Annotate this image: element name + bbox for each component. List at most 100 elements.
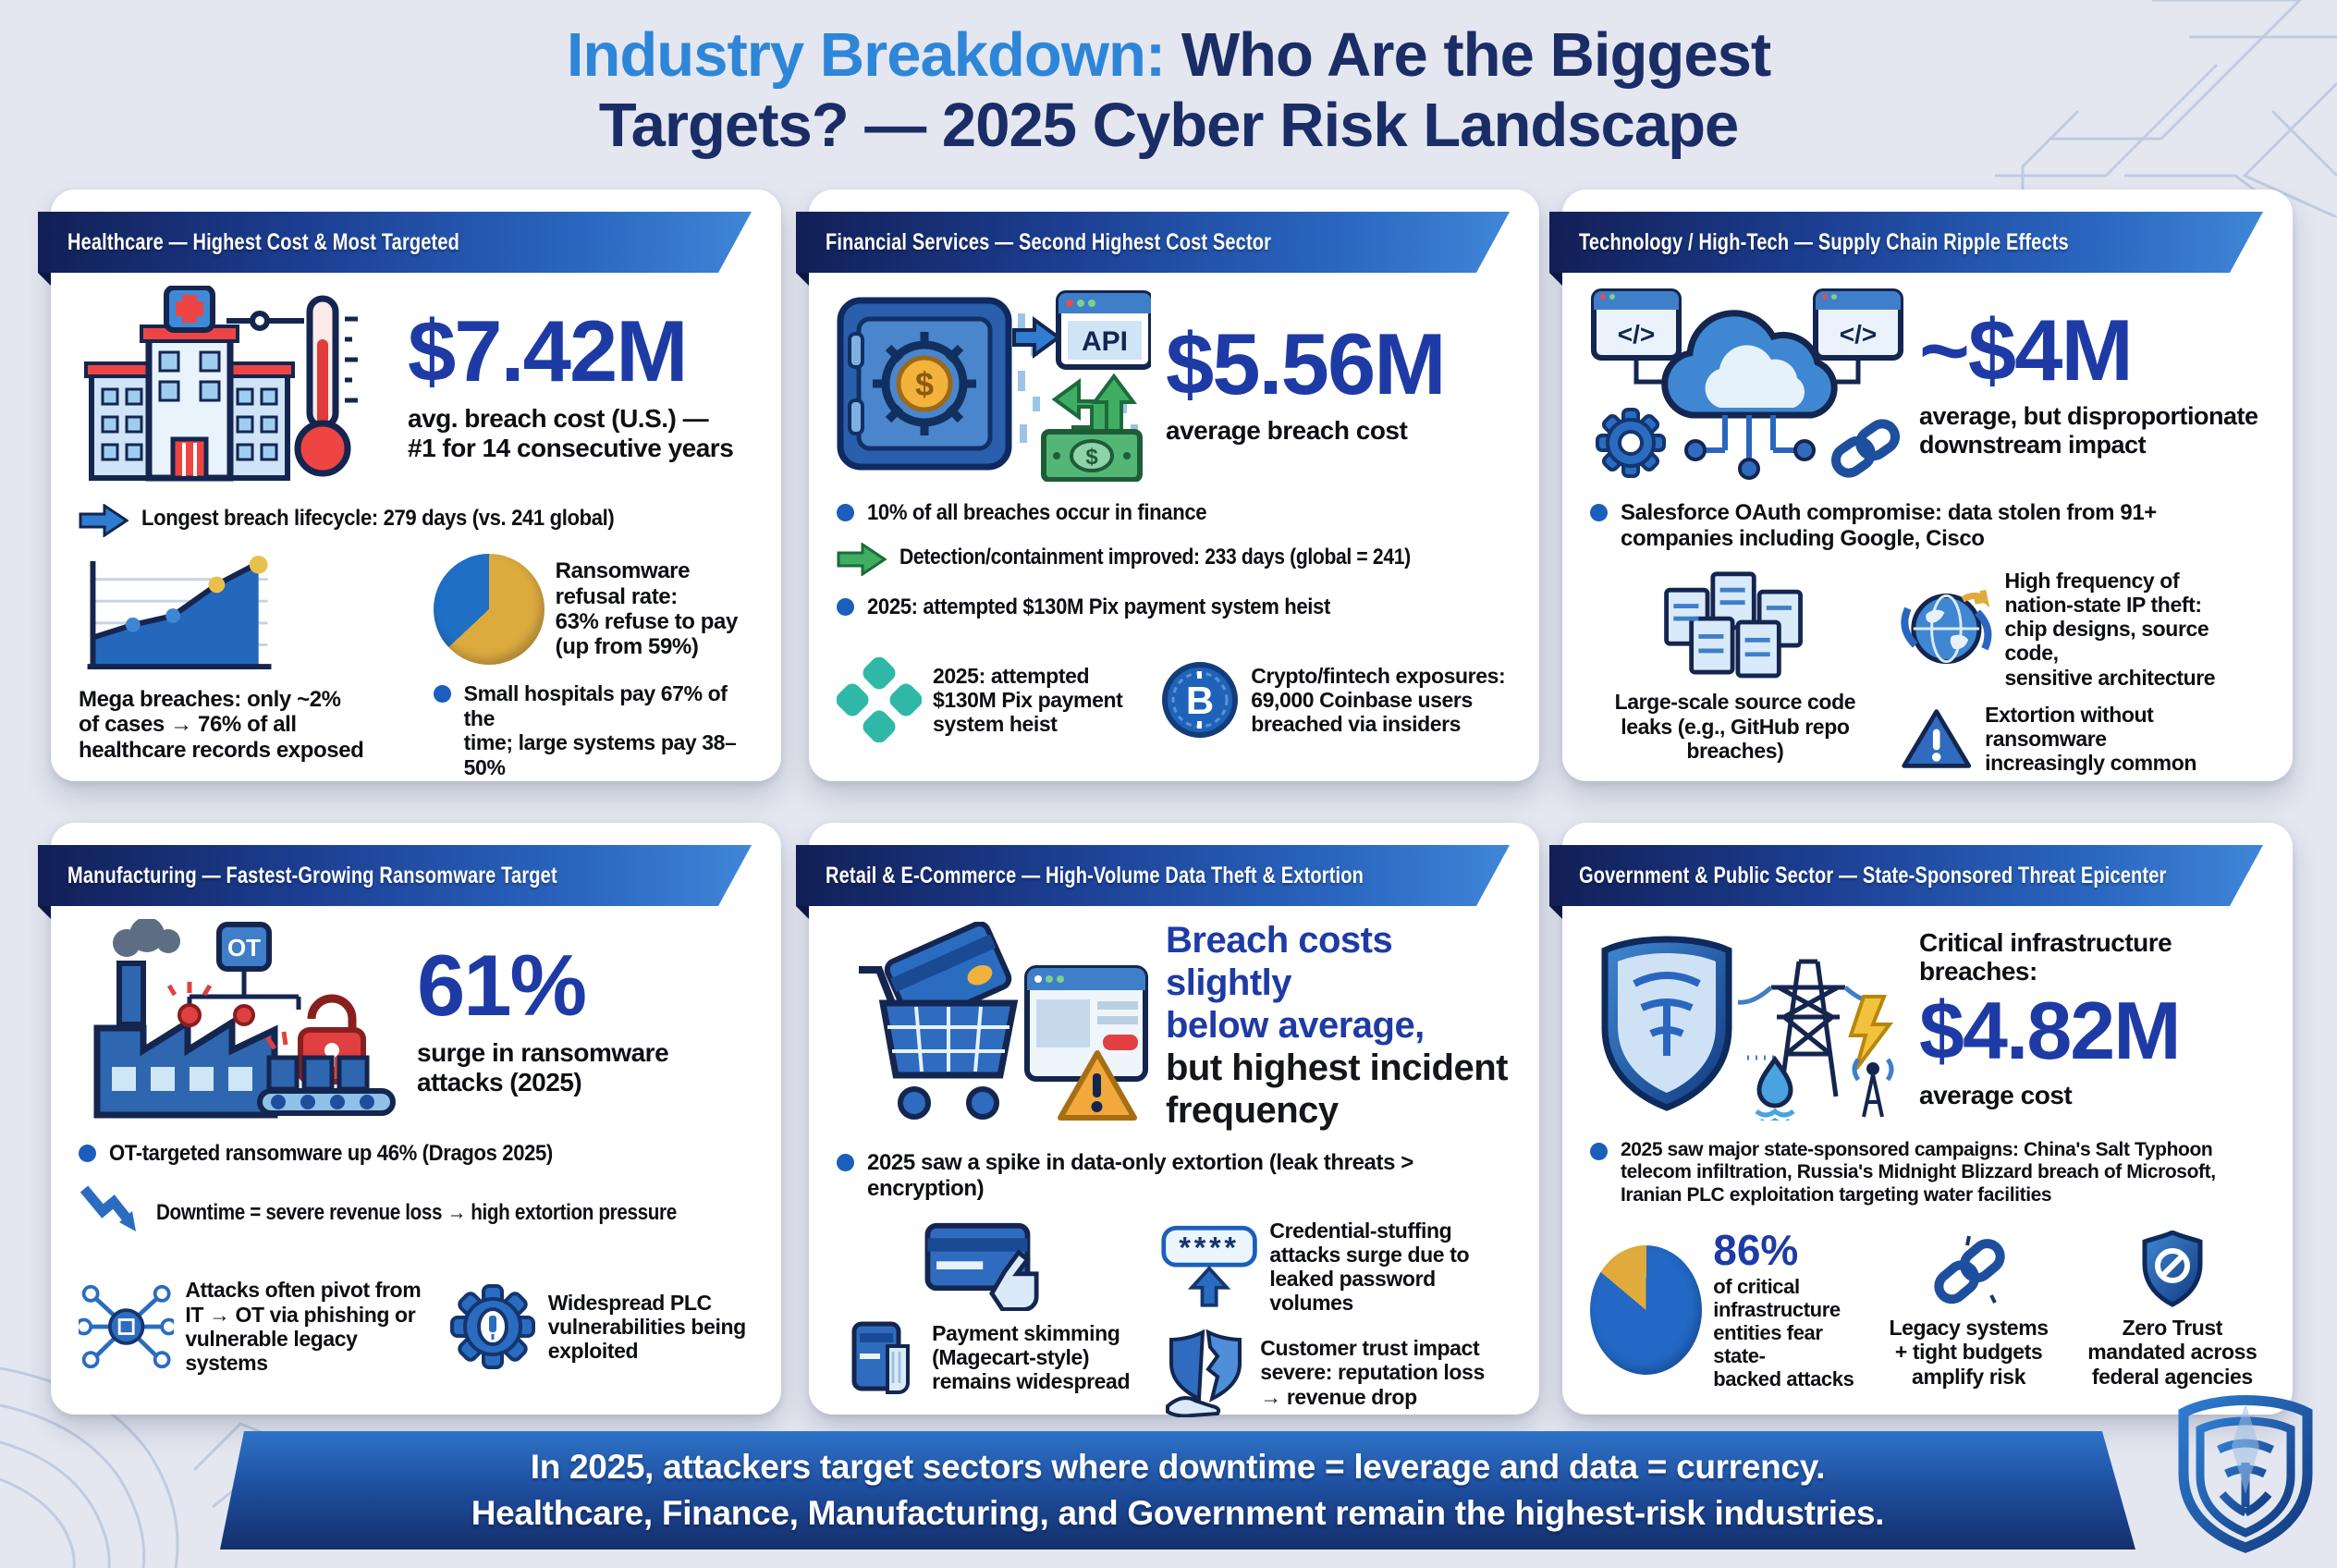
chain-icon — [1933, 1235, 2005, 1305]
bullet-dot — [433, 685, 451, 703]
svg-text:$: $ — [915, 365, 934, 403]
globe-icon — [1901, 590, 1992, 665]
retail-breach-cost-rest: but highest incident frequency — [1166, 1047, 1508, 1131]
retail-trust-caption: Customer trust impact severe: reputation… — [1260, 1336, 1485, 1409]
broken-shield-hand-icon — [1166, 1329, 1242, 1417]
zero-trust-shield-icon — [2142, 1231, 2203, 1307]
svg-text:$: $ — [1085, 445, 1098, 470]
ribbon-fold — [1549, 906, 1562, 919]
bullet-dot — [79, 1145, 96, 1162]
up-arrow-icon — [1188, 1266, 1231, 1307]
water-drop-icon — [1755, 1055, 1795, 1121]
government-zerotrust-caption: Zero Trust mandated across federal agenc… — [2087, 1316, 2257, 1389]
browser-window-icon — [1024, 965, 1148, 1082]
government-fear-stat: 86% — [1713, 1225, 1799, 1274]
pie-chart-healthcare-icon — [433, 554, 544, 665]
arrow-right-icon — [79, 504, 128, 537]
banknote-icon: $ — [1041, 429, 1143, 482]
lightning-icon — [1848, 995, 1893, 1071]
svg-text:****: **** — [1180, 1231, 1240, 1265]
svg-text:</>: </> — [1840, 320, 1877, 349]
bullet-dot — [837, 1154, 854, 1171]
healthcare-breach-cost-caption: avg. breach cost (U.S.) — #1 for 14 cons… — [408, 403, 734, 463]
green-arrow-icon — [837, 542, 887, 576]
manufacturing-surge-stat: 61% — [417, 937, 587, 1035]
bullet-dot — [1590, 504, 1608, 521]
card-technology: Technology / High-Tech — Supply Chain Ri… — [1549, 190, 2293, 781]
cloud-icon — [1661, 310, 1838, 419]
retail-credential-caption: Credential-stuffing attacks surge due to… — [1269, 1218, 1470, 1316]
technology-source-leaks-caption: Large-scale source code leaks (e.g., Git… — [1614, 690, 1856, 763]
shield-icon — [1601, 936, 1732, 1111]
banner-line-2: Healthcare, Finance, Manufacturing, and … — [471, 1494, 1885, 1532]
antenna-icon — [1852, 1058, 1894, 1118]
documents-icon — [1664, 571, 1803, 679]
bullet-dot — [837, 597, 854, 616]
ribbon-fold — [38, 906, 51, 919]
manufacturing-pivot-caption: Attacks often pivot from IT → OT via phi… — [185, 1278, 422, 1376]
card-manufacturing-header: Manufacturing — Fastest-Growing Ransomwa… — [38, 845, 752, 906]
title-accent: Industry Breakdown: — [566, 20, 1166, 90]
downtrend-arrow-icon — [80, 1185, 136, 1231]
password-icon: **** — [1161, 1226, 1257, 1307]
warning-triangle-icon — [1902, 709, 1971, 768]
factory-ot-icon: OT — [93, 919, 396, 1119]
government-fear-caption: of critical infrastructure entities fear… — [1713, 1274, 1854, 1391]
ribbon-fold — [1549, 273, 1562, 286]
manufacturing-surge-caption: surge in ransomware attacks (2025) — [417, 1037, 669, 1097]
government-campaigns-bullet: 2025 saw major state-sponsored campaigns… — [1621, 1139, 2216, 1206]
page-title: Industry Breakdown: Who Are the Biggest … — [0, 20, 2337, 162]
svg-text:API: API — [1082, 326, 1128, 357]
title-line-2: Targets? — 2025 Cyber Risk Landscape — [598, 91, 1740, 161]
card-government: Government & Public Sector — State-Spons… — [1549, 823, 2293, 1415]
code-window-icon: </> — [1591, 288, 1682, 361]
technology-breach-cost-caption: average, but disproportionate downstream… — [1919, 401, 2258, 459]
brand-shield-logo — [2178, 1395, 2313, 1553]
financial-share-bullet: 10% of all breaches occur in finance — [867, 500, 1207, 525]
network-lines-icon — [1701, 415, 1799, 463]
conveyor-icon — [257, 1055, 396, 1116]
title-line-1: Industry Breakdown: Who Are the Biggest — [0, 20, 2337, 91]
card-government-header: Government & Public Sector — State-Spons… — [1549, 845, 2263, 906]
pix-icon — [837, 656, 922, 742]
gear-plc-icon — [449, 1283, 535, 1369]
technology-extortion-caption: Extortion without ransomware increasingl… — [1985, 702, 2197, 776]
bullet-dot — [837, 504, 854, 521]
manufacturing-plc-caption: Widespread PLC vulnerabilities being exp… — [547, 1290, 746, 1364]
technology-breach-cost-stat: ~$4M — [1919, 300, 2134, 398]
card-financial: Financial Services — Second Highest Cost… — [796, 190, 1539, 781]
vault-api-icon: $ API $ — [837, 290, 1151, 482]
technology-salesforce-bullet: Salesforce OAuth compromise: data stolen… — [1621, 500, 2157, 551]
financial-pix-caption: 2025: attempted $130M Pix payment system… — [933, 663, 1123, 736]
bitcoin-icon: B — [1162, 661, 1239, 738]
hospital-icon — [84, 286, 358, 482]
banner-line-1: In 2025, attackers target sectors where … — [530, 1448, 1826, 1487]
bullet-dot — [1590, 1143, 1608, 1160]
healthcare-hospitals-pay-bullet: Small hospitals pay 67% of the time; lar… — [463, 681, 737, 780]
financial-detection-bullet: Detection/containment improved: 233 days… — [899, 544, 1411, 570]
card-healthcare-header: Healthcare — Highest Cost & Most Targete… — [38, 212, 752, 273]
warning-triangle-icon — [1058, 1050, 1137, 1121]
government-stat-pre: Critical infrastructure breaches: — [1919, 927, 2172, 986]
retail-skimming-caption: Payment skimming (Magecart-style) remain… — [932, 1320, 1131, 1394]
credit-card-icon — [884, 922, 1012, 1028]
healthcare-lifecycle-bullet: Longest breach lifecycle: 279 days (vs. … — [141, 506, 615, 531]
title-rest: Who Are the Biggest — [1181, 20, 1771, 90]
ribbon-fold — [38, 273, 51, 286]
retail-extortion-bullet: 2025 saw a spike in data-only extortion … — [867, 1150, 1413, 1201]
financial-pix-bullet: 2025: attempted $130M Pix payment system… — [867, 594, 1330, 619]
card-hand-icon — [924, 1222, 1039, 1311]
svg-text:B: B — [1186, 679, 1214, 722]
government-breach-cost-stat: $4.82M — [1919, 985, 2182, 1077]
pie-chart-government-icon — [1590, 1244, 1703, 1375]
card-healthcare: Healthcare — Highest Cost & Most Targete… — [38, 190, 781, 781]
area-chart-icon — [87, 555, 272, 670]
ot-box-icon: OT — [216, 922, 272, 972]
card-technology-header: Technology / High-Tech — Supply Chain Ri… — [1549, 212, 2263, 273]
gear-icon — [1596, 408, 1666, 478]
financial-breach-cost-stat: $5.56M — [1166, 314, 1447, 412]
financial-breach-cost-caption: average breach cost — [1166, 415, 1408, 445]
ribbon-fold — [796, 273, 809, 286]
cart-browser-icon — [859, 922, 1148, 1121]
